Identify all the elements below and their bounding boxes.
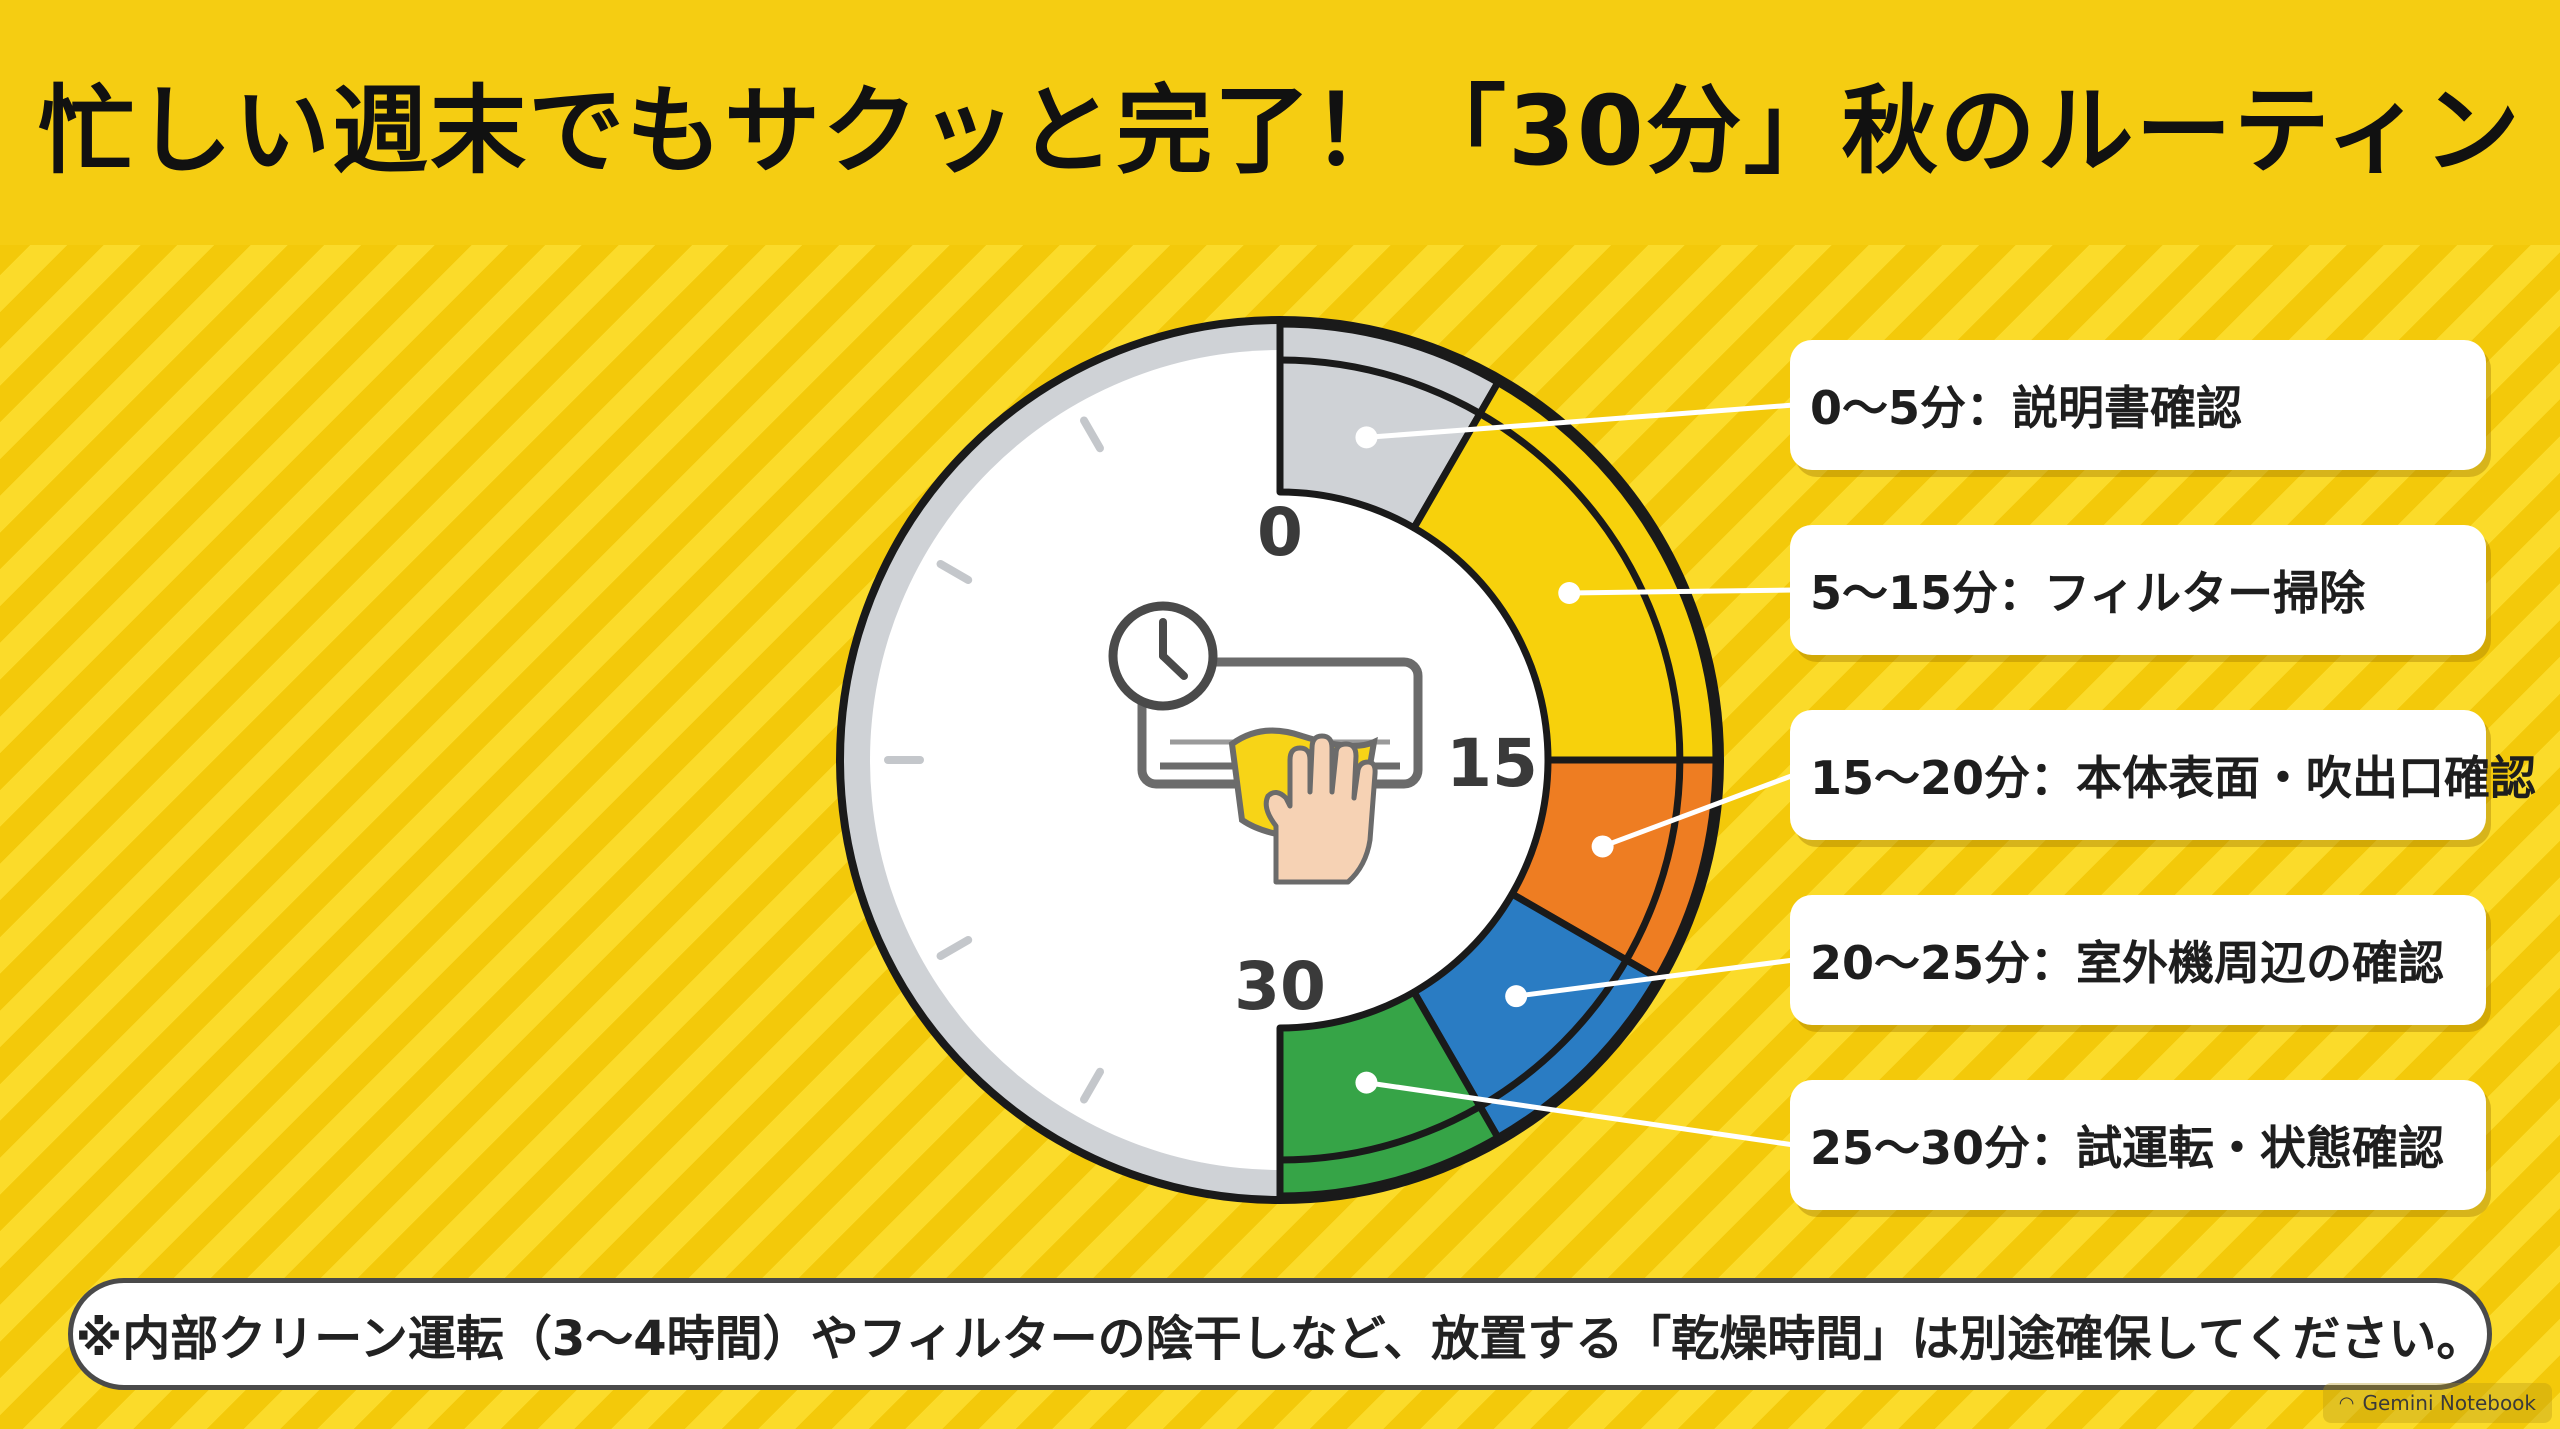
connector-line bbox=[1366, 402, 1795, 440]
connector-line bbox=[1515, 957, 1795, 999]
header-band: 忙しい週末でもサクッと完了！「30分」秋のルーティン bbox=[0, 0, 2560, 245]
connector-line bbox=[1366, 1080, 1795, 1148]
connector-dot bbox=[1355, 426, 1378, 449]
connector-dot bbox=[1591, 835, 1614, 858]
dial-tick bbox=[1080, 416, 1104, 453]
watermark-text: Gemini Notebook bbox=[2362, 1391, 2536, 1415]
step-card-25-30: 25〜30分：試運転・状態確認 bbox=[1790, 1080, 2486, 1210]
step-card-15-20: 15〜20分：本体表面・吹出口確認 bbox=[1790, 710, 2536, 840]
clock-label-0: 0 bbox=[1257, 494, 1303, 571]
step-card-5-15: 5〜15分：フィルター掃除 bbox=[1790, 525, 2486, 655]
step-card-0-5: 0〜5分：説明書確認 bbox=[1790, 340, 2486, 470]
connector-dot bbox=[1355, 1071, 1378, 1094]
connector-lines bbox=[1355, 402, 1795, 1148]
segment-group bbox=[1276, 320, 1720, 1200]
step-label: 25〜30分：試運転・状態確認 bbox=[1810, 1121, 2445, 1175]
clock-label-15: 15 bbox=[1446, 725, 1538, 802]
step-card-20-25: 20〜25分：室外機周辺の確認 bbox=[1790, 895, 2486, 1025]
dial-tick bbox=[936, 936, 973, 960]
notebook-icon: ◠ bbox=[2338, 1392, 2355, 1414]
dial-tick bbox=[936, 560, 973, 584]
clock-decor bbox=[884, 356, 1684, 1164]
drying-time-note: ※内部クリーン運転（3〜4時間）やフィルターの陰干しなど、放置する「乾燥時間」は… bbox=[68, 1278, 2492, 1390]
dial-tick bbox=[1080, 1067, 1104, 1104]
aircon-cleaning-icon bbox=[1108, 601, 1423, 885]
step-label: 20〜25分：室外機周辺の確認 bbox=[1810, 936, 2445, 990]
segment-5-15 bbox=[1410, 378, 1720, 764]
hand-icon bbox=[1263, 733, 1378, 885]
segment-25-30 bbox=[1276, 988, 1502, 1200]
watermark: ◠ Gemini Notebook bbox=[2322, 1383, 2552, 1423]
connector-line bbox=[1569, 587, 1795, 596]
note-text: ※内部クリーン運転（3〜4時間）やフィルターの陰干しなど、放置する「乾燥時間」は… bbox=[75, 1311, 2485, 1367]
step-label: 0〜5分：説明書確認 bbox=[1810, 381, 2243, 435]
step-label: 15〜20分：本体表面・吹出口確認 bbox=[1810, 751, 2537, 805]
segment-outline-arc bbox=[1279, 356, 1684, 1164]
page-title: 忙しい週末でもサクッと完了！「30分」秋のルーティン bbox=[38, 75, 2522, 187]
clock-icon-hand bbox=[1159, 652, 1188, 680]
clock-label-30: 30 bbox=[1234, 948, 1326, 1025]
connector-dot bbox=[1505, 985, 1528, 1008]
connector-line bbox=[1601, 772, 1795, 849]
step-label: 5〜15分：フィルター掃除 bbox=[1810, 566, 2366, 620]
connector-dot bbox=[1558, 582, 1581, 604]
